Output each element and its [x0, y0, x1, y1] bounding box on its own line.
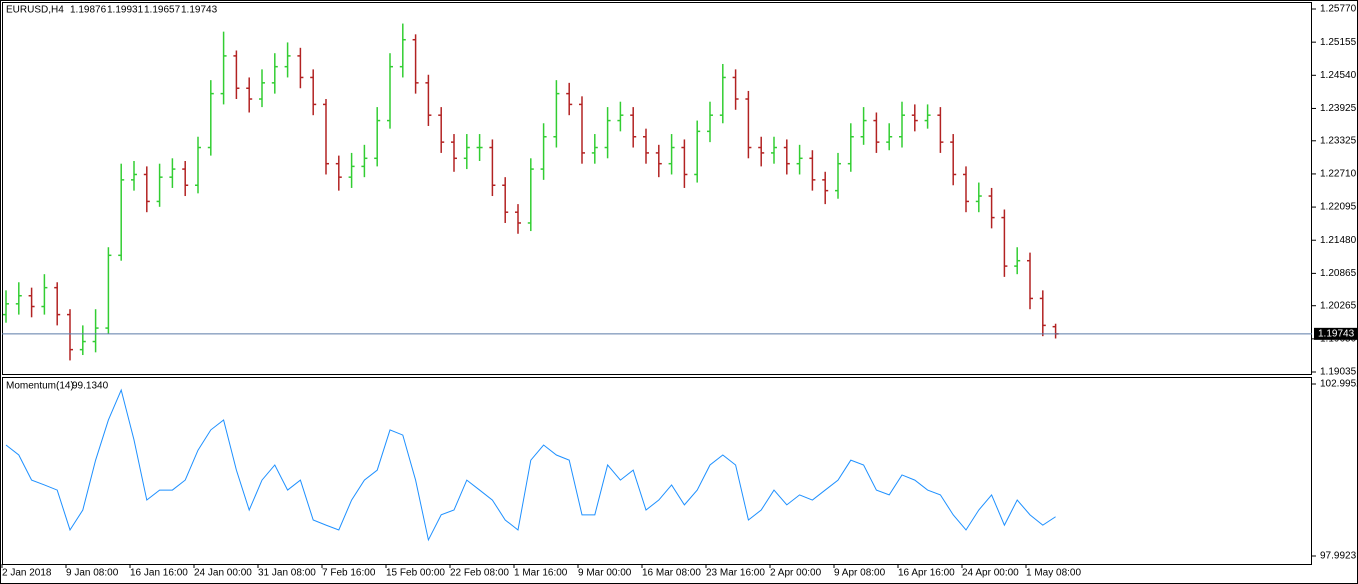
x-tick-label: 1 Mar 16:00: [514, 568, 568, 579]
price-panel: [2, 2, 1312, 375]
y-tick-label: 97.9923: [1320, 551, 1357, 562]
price-badge-label: 1.19743: [1318, 328, 1355, 339]
y-tick-label: 1.23325: [1320, 135, 1357, 146]
y-tick-label: 102.9952: [1320, 379, 1358, 390]
x-tick-label: 9 Mar 00:00: [578, 568, 632, 579]
y-tick-label: 1.22710: [1320, 169, 1357, 180]
x-tick-label: 2 Jan 2018: [2, 568, 52, 579]
y-tick-label: 1.20865: [1320, 268, 1357, 279]
header-low: 1.19657: [144, 5, 181, 16]
x-tick-label: 1 May 08:00: [1026, 568, 1081, 579]
y-tick-label: 1.20265: [1320, 300, 1357, 311]
price-badge: [1314, 327, 1358, 340]
indicator-value: 99.1340: [72, 381, 109, 392]
x-tick-label: 16 Jan 16:00: [130, 568, 188, 579]
x-tick-label: 9 Jan 08:00: [66, 568, 119, 579]
x-tick-label: 2 Apr 00:00: [770, 568, 822, 579]
header-high: 1.19931: [107, 5, 144, 16]
x-tick-label: 24 Apr 00:00: [962, 568, 1019, 579]
y-tick-label: 1.22095: [1320, 202, 1357, 213]
momentum-line: [5, 388, 1056, 542]
y-tick-label: 1.19035: [1320, 367, 1357, 378]
x-tick-label: 24 Jan 00:00: [194, 568, 252, 579]
x-tick-label: 23 Mar 16:00: [706, 568, 765, 579]
header-open: 1.19876: [70, 5, 107, 16]
y-tick-label: 1.24540: [1320, 70, 1357, 81]
header-close: 1.19743: [181, 5, 218, 16]
x-tick-label: 7 Feb 16:00: [322, 568, 376, 579]
x-tick-label: 9 Apr 08:00: [834, 568, 886, 579]
y-tick-label: 1.25155: [1320, 37, 1357, 48]
indicator-title: Momentum(14): [6, 381, 74, 392]
x-tick-label: 15 Feb 00:00: [386, 568, 445, 579]
momentum-panel: [2, 377, 1312, 565]
y-tick-label: 1.21480: [1320, 235, 1357, 246]
x-tick-label: 16 Apr 16:00: [898, 568, 955, 579]
x-tick-label: 31 Jan 08:00: [258, 568, 316, 579]
x-tick-label: 22 Feb 08:00: [450, 568, 509, 579]
symbol-title: EURUSD,H4: [6, 5, 64, 16]
x-tick-label: 16 Mar 08:00: [642, 568, 701, 579]
y-tick-label: 1.23925: [1320, 103, 1357, 114]
y-tick-label: 1.25770: [1320, 4, 1357, 15]
